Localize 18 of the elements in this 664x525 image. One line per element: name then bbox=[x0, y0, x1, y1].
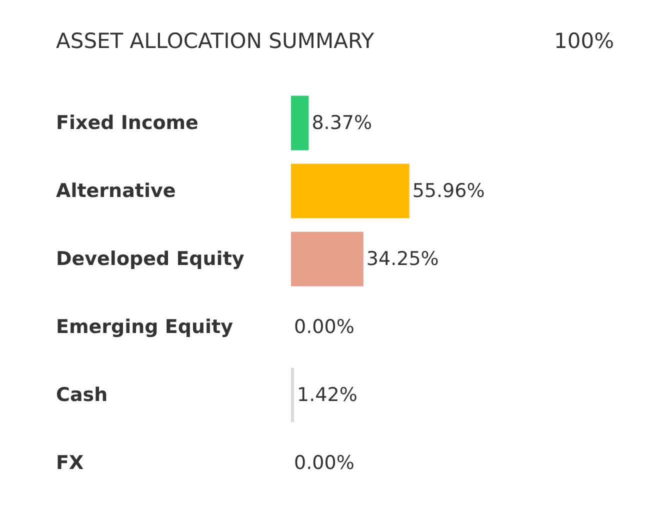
text: 100% bbox=[554, 29, 614, 53]
y-tick-label: Cash bbox=[56, 384, 108, 406]
y-tick-label: FX bbox=[56, 452, 84, 474]
data-label: 0.00% bbox=[294, 316, 354, 338]
y-tick-label: Alternative bbox=[56, 180, 176, 202]
y-tick-label: Emerging Equity bbox=[56, 316, 234, 338]
data-label: 55.96% bbox=[412, 180, 485, 202]
data-label: 34.25% bbox=[366, 248, 439, 270]
bar bbox=[291, 96, 309, 150]
bar bbox=[291, 368, 294, 422]
bar bbox=[291, 232, 364, 286]
chart-title: ASSET ALLOCATION SUMMARY bbox=[56, 29, 374, 53]
data-label: 1.42% bbox=[297, 384, 358, 406]
bar bbox=[291, 164, 410, 218]
y-tick-label: Fixed Income bbox=[56, 112, 198, 134]
data-label: 8.37% bbox=[312, 112, 372, 134]
y-tick-label: Developed Equity bbox=[56, 248, 245, 270]
data-label: 0.00% bbox=[294, 452, 354, 474]
